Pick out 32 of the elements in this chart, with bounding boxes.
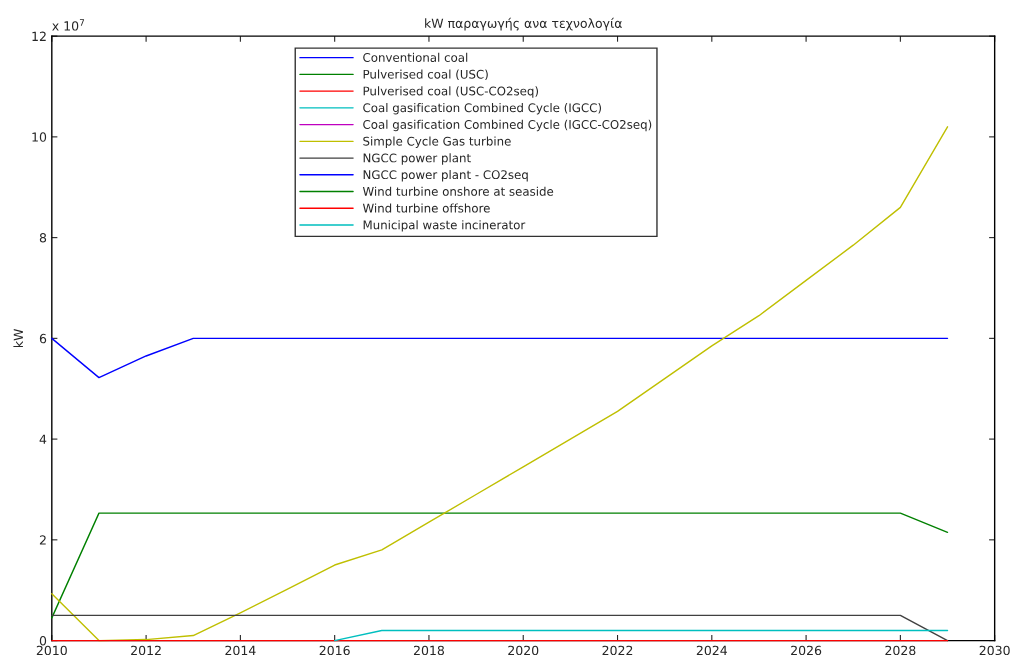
x-tick-label: 2014 [225,645,256,656]
x-tick-label: 2022 [602,645,633,656]
x-tick-label: 2020 [508,645,539,656]
text: x 10$^{7}$ [52,19,85,31]
chart-title: kW παραγωγής ανα τεχνολογία [425,17,622,31]
legend-label: Wind turbine onshore at seaside [362,186,554,196]
y-axis-title: kW [13,328,23,348]
y-tick-label: 4 [39,434,47,444]
legend-label: Pulverised coal (USC) [363,69,488,81]
x-tick-label: 2024 [696,645,728,656]
x-tick-label: 2030 [979,645,1010,656]
legend-label: Wind turbine offshore [362,203,490,213]
y-tick-label: 6 [39,333,47,344]
x-tick-label: 2026 [791,645,822,656]
legend-label: Coal gasification Combined Cycle (IGCC-CO2seq) [363,119,652,132]
y-tick-label: 2 [39,535,46,545]
legend-label: Simple Cycle Gas turbine [363,136,511,148]
y-tick-label: 0 [39,636,47,646]
x-tick-label: 2028 [885,645,916,656]
legend-label: Pulverised coal (USC-CO2seq) [363,86,539,98]
legend-label: Conventional coal [363,52,468,62]
y-tick-label: 12 [32,31,46,41]
legend-label: Coal gasification Combined Cycle (IGCC) [363,103,602,115]
legend-label: NGCC power plant - CO2seq [363,169,528,182]
legend-label: NGCC power plant [363,153,471,165]
y-tick-label: 10 [32,132,47,142]
x-tick-label: 2012 [131,645,161,656]
x-tick-label: 2016 [319,645,350,656]
y-tick-label: 8 [39,233,47,243]
legend-label: Municipal waste incinerator [363,220,526,232]
x-tick-label: 2018 [413,645,445,656]
x-tick-label: 2010 [36,645,67,656]
